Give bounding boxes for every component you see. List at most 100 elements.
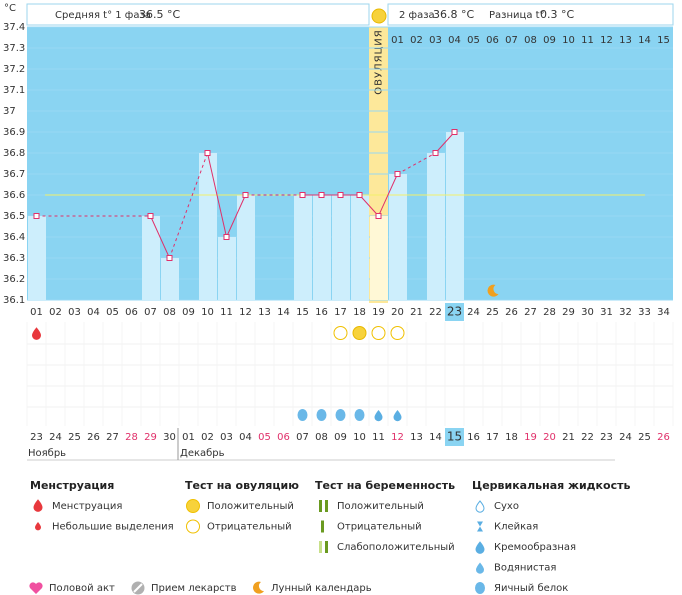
luteal-day-label: 03 (429, 35, 442, 46)
x-tick-label: 33 (638, 307, 651, 318)
legend-icon (319, 541, 322, 553)
temperature-connector (226, 194, 246, 238)
x-tick-label: 28 (543, 307, 556, 318)
legend-icon (475, 582, 485, 594)
temperature-point (33, 213, 40, 219)
legend-item: Отрицательный (337, 522, 422, 533)
legend-title: Менструация (30, 479, 114, 492)
temperature-connector (378, 173, 398, 217)
legend-icon (319, 500, 322, 512)
calendar-date: 22 (581, 432, 594, 443)
luteal-day-label: 02 (410, 35, 423, 46)
temperature-bar (28, 216, 46, 300)
y-unit: °C (4, 3, 16, 14)
calendar-date: 19 (524, 432, 537, 443)
temperature-bar (351, 195, 369, 300)
legend-item: Положительный (207, 501, 294, 512)
x-tick-label: 01 (30, 307, 43, 318)
legend-icon (186, 499, 200, 513)
calendar-date: 24 (619, 432, 632, 443)
temperature-bar (218, 237, 236, 300)
x-tick-label: 31 (600, 307, 613, 318)
legend-icon (475, 541, 485, 554)
luteal-day-label: 01 (391, 35, 404, 46)
x-tick-label: 21 (410, 307, 423, 318)
x-tick-label: 27 (524, 307, 537, 318)
temperature-bar (446, 132, 464, 300)
temperature-point (166, 255, 173, 261)
ovulation-test-negative (390, 326, 405, 340)
legend-icon (29, 582, 43, 594)
y-tick-label: 36.5 (3, 211, 25, 222)
y-tick-label: 36.2 (3, 274, 25, 285)
x-tick-label: 08 (163, 307, 176, 318)
calendar-date: 10 (353, 432, 366, 443)
calendar-date: 06 (277, 432, 290, 443)
month-label: Декабрь (180, 448, 225, 459)
temperature-connector (435, 131, 455, 154)
legend-icon (475, 500, 485, 513)
temperature-point (204, 150, 211, 156)
calendar-date: 26 (87, 432, 100, 443)
x-tick-label: 02 (49, 307, 62, 318)
calendar-date: 15 (447, 430, 462, 444)
luteal-day-label: 05 (467, 35, 480, 46)
today-date-highlight (445, 428, 464, 446)
x-tick-label: 09 (182, 307, 195, 318)
x-tick-label: 19 (372, 307, 385, 318)
luteal-day-label: 09 (543, 35, 556, 46)
calendar-date: 25 (638, 432, 651, 443)
y-tick-label: 37.3 (3, 43, 25, 54)
luteal-day-label: 12 (600, 35, 613, 46)
legend-item: Яичный белок (494, 583, 568, 594)
calendar-date: 01 (182, 432, 195, 443)
x-tick-label: 03 (68, 307, 81, 318)
ovulation-test-negative (371, 326, 386, 340)
x-tick-label: 22 (429, 307, 442, 318)
calendar-date: 08 (315, 432, 328, 443)
temperature-bar (199, 153, 217, 300)
legend-icon (476, 562, 484, 574)
luteal-day-label: 10 (562, 35, 575, 46)
temperature-point (375, 213, 382, 219)
legend-icon (253, 581, 264, 594)
phase1-label: Средняя t° 1 фаза (55, 10, 151, 21)
calendar-date: 11 (372, 432, 385, 443)
temperature-bar (142, 216, 160, 300)
temperature-point (299, 192, 306, 198)
temperature-point (223, 234, 230, 240)
x-tick-label: 11 (220, 307, 233, 318)
cervical-egg-white (354, 409, 365, 421)
ovulation-test-negative (333, 326, 348, 340)
x-tick-label: 29 (562, 307, 575, 318)
legend-icon (325, 541, 328, 553)
temperature-connector (169, 152, 208, 259)
x-tick-label: 20 (391, 307, 404, 318)
luteal-day-label: 15 (657, 35, 670, 46)
x-tick-label: 04 (87, 307, 100, 318)
calendar-date: 25 (68, 432, 81, 443)
legend-item: Половой акт (49, 583, 115, 594)
y-tick-label: 36.3 (3, 253, 25, 264)
temperature-bar (237, 195, 255, 300)
temperature-point (318, 192, 325, 198)
calendar-date: 28 (125, 432, 138, 443)
luteal-day-label: 07 (505, 35, 518, 46)
legend-item: Сухо (494, 501, 519, 512)
calendar-date: 05 (258, 432, 271, 443)
legend-item: Слабоположительный (337, 542, 455, 553)
month-label: Ноябрь (28, 448, 66, 459)
phase2-label: 2 фаза (399, 10, 435, 21)
cervical-watery (374, 410, 383, 422)
temperature-bar (389, 174, 407, 300)
temperature-bar (313, 195, 331, 300)
calendar-date: 18 (505, 432, 518, 443)
cervical-watery (393, 410, 402, 422)
calendar-date: 27 (106, 432, 119, 443)
cervical-egg-white (335, 409, 346, 421)
luteal-day-label: 06 (486, 35, 499, 46)
y-tick-label: 37 (3, 106, 16, 117)
luteal-day-label: 04 (448, 35, 461, 46)
legend-title: Тест на беременность (315, 479, 455, 492)
y-tick-label: 36.9 (3, 127, 25, 138)
